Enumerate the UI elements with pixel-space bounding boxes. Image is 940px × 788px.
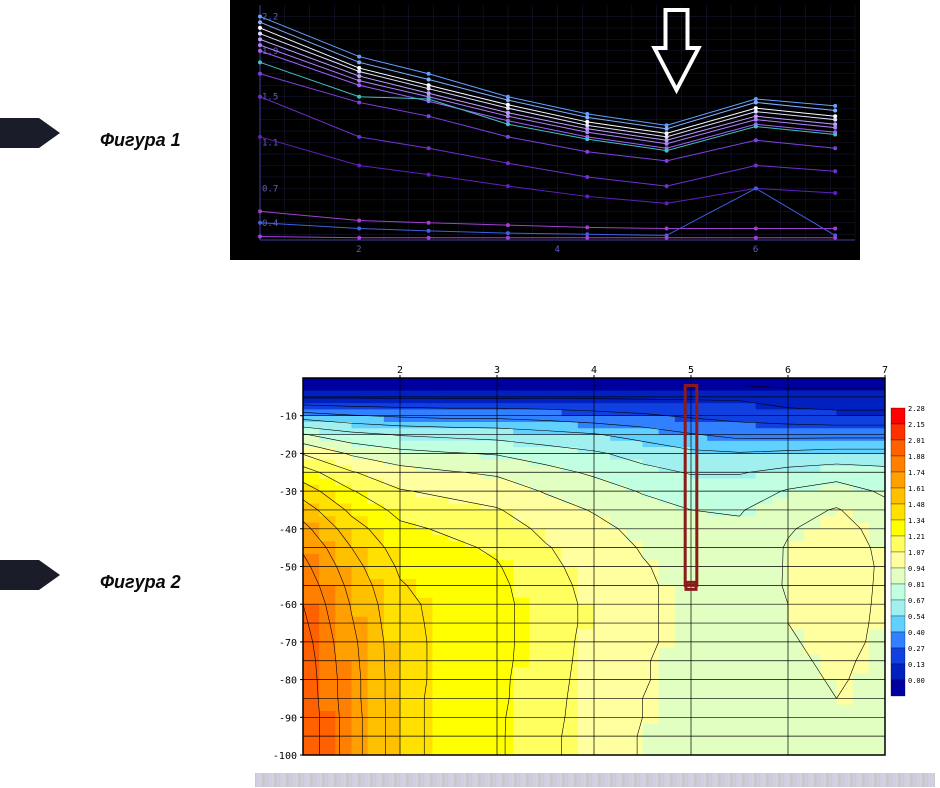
svg-text:-20: -20 <box>279 449 297 460</box>
svg-text:1.61: 1.61 <box>908 485 925 493</box>
svg-text:0.81: 0.81 <box>908 581 925 589</box>
svg-text:6: 6 <box>753 245 758 255</box>
svg-text:-50: -50 <box>279 563 297 574</box>
chart1-container: 0.40.71.11.51.92.2246 <box>230 0 860 260</box>
svg-text:2.01: 2.01 <box>908 437 925 445</box>
svg-text:7: 7 <box>882 365 888 376</box>
svg-text:2: 2 <box>356 245 361 255</box>
svg-text:4: 4 <box>555 245 560 255</box>
contour-heatmap: 2 3 4 5 6 7 -10 -20 -30 -40 -50 -60 -70 -80 -90 -100 2.2… <box>255 360 935 760</box>
svg-text:-10: -10 <box>279 412 297 423</box>
svg-text:0.13: 0.13 <box>908 661 925 669</box>
svg-text:3: 3 <box>494 365 500 376</box>
line-chart: 0.40.71.11.51.92.2246 <box>230 0 860 260</box>
svg-text:2.15: 2.15 <box>908 421 925 429</box>
svg-text:0.00: 0.00 <box>908 677 925 685</box>
svg-text:0.54: 0.54 <box>908 613 925 621</box>
svg-text:1.07: 1.07 <box>908 549 925 557</box>
svg-text:-40: -40 <box>279 525 297 536</box>
svg-text:1.48: 1.48 <box>908 501 925 509</box>
svg-text:0.67: 0.67 <box>908 597 925 605</box>
svg-text:6: 6 <box>785 365 791 376</box>
svg-text:1.21: 1.21 <box>908 533 925 541</box>
figure1-marker <box>0 118 60 148</box>
chart2-container: 2 3 4 5 6 7 -10 -20 -30 -40 -50 -60 -70 -80 -90 -100 2.2… <box>255 360 935 760</box>
svg-text:2: 2 <box>397 365 403 376</box>
svg-text:5: 5 <box>688 365 694 376</box>
svg-text:1.88: 1.88 <box>908 453 925 461</box>
svg-text:1.34: 1.34 <box>908 517 925 525</box>
svg-text:4: 4 <box>591 365 597 376</box>
svg-text:1.74: 1.74 <box>908 469 925 477</box>
noise-strip <box>255 773 935 787</box>
figure1-label: Фигура 1 <box>100 130 181 151</box>
svg-text:0.27: 0.27 <box>908 645 925 653</box>
svg-text:-90: -90 <box>279 713 297 724</box>
svg-text:-100: -100 <box>273 751 297 760</box>
figure2-label: Фигура 2 <box>100 572 181 593</box>
svg-text:-30: -30 <box>279 487 297 498</box>
svg-text:-80: -80 <box>279 676 297 687</box>
figure2-marker <box>0 560 60 590</box>
svg-text:0.7: 0.7 <box>262 184 278 194</box>
svg-text:2.28: 2.28 <box>908 405 925 413</box>
svg-text:0.94: 0.94 <box>908 565 925 573</box>
svg-text:-70: -70 <box>279 638 297 649</box>
svg-text:-60: -60 <box>279 600 297 611</box>
svg-text:0.40: 0.40 <box>908 629 925 637</box>
